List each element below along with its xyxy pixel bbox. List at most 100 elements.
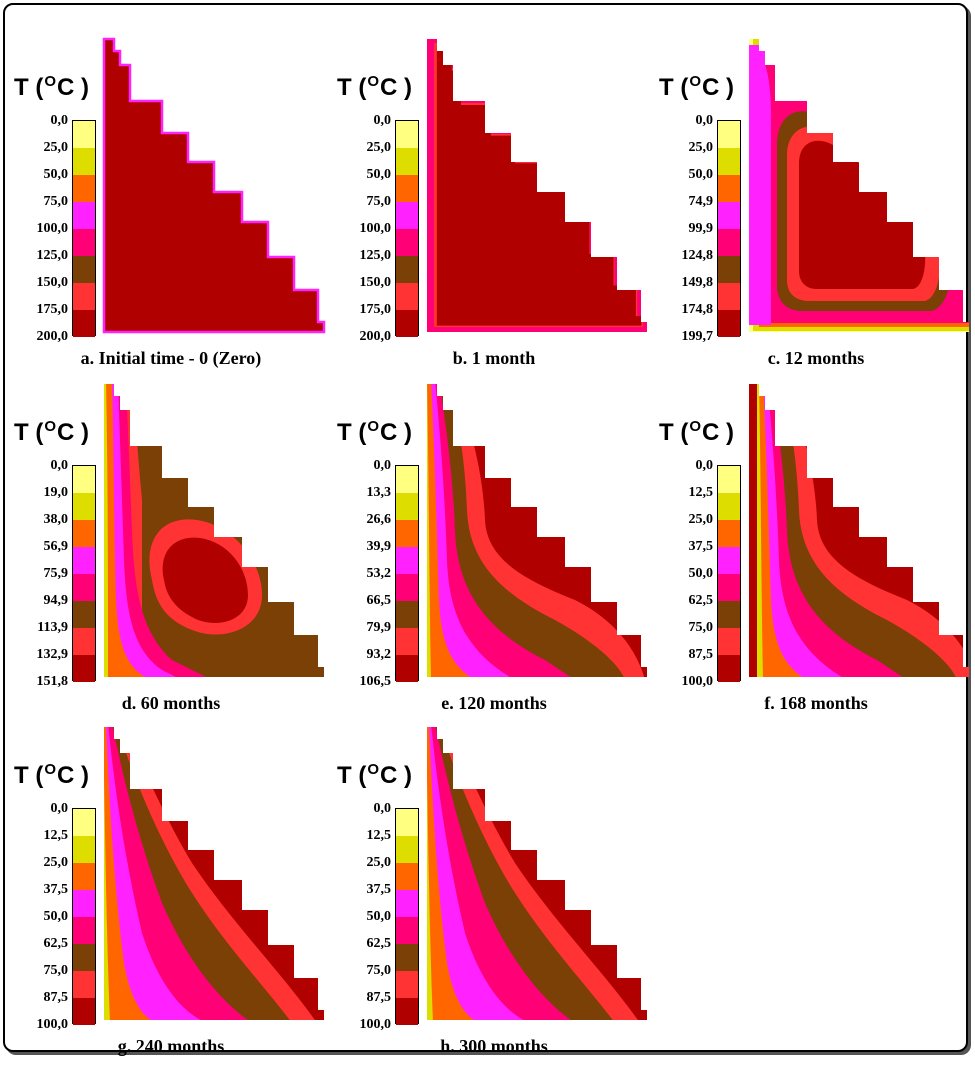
legend-tick-label: 87,5	[366, 990, 392, 1005]
legend-tick-label: 37,5	[688, 539, 714, 554]
isotherm-band-3	[104, 384, 212, 677]
color-legend	[395, 808, 419, 1025]
legend-swatch	[73, 121, 95, 148]
temperature-contour-plot	[427, 727, 647, 1020]
legend-tick-label: 124,8	[681, 248, 714, 263]
legend-tick-label: 100,0	[681, 674, 714, 689]
isotherm-band-5	[104, 727, 157, 1020]
temperature-contour-plot	[104, 384, 324, 677]
legend-swatch	[73, 655, 95, 682]
legend-tick-label: 13,3	[366, 485, 392, 500]
isotherm-band-3	[757, 384, 907, 677]
isotherm-band-4	[427, 727, 530, 1020]
hot-core	[436, 45, 642, 326]
legend-tick-label: 125,0	[36, 248, 69, 263]
legend-tick-label: 50,0	[688, 167, 714, 182]
isotherm-band-6	[757, 384, 763, 677]
contour-panel: T (OC ) 0,0 25,0 50,0 74,9 99,9 124,8 149,8 174,…	[655, 35, 975, 380]
isotherm-band-7	[799, 140, 926, 289]
color-legend	[717, 120, 741, 337]
legend-tick-label: 62,5	[366, 936, 392, 951]
isotherm-band-4	[757, 384, 847, 677]
legend-swatch	[396, 175, 418, 202]
unit-suffix: C )	[380, 419, 412, 446]
legend-tick-label: 100,0	[359, 1017, 392, 1032]
legend-tick-label: 0,0	[373, 113, 392, 128]
legend-swatch	[718, 655, 740, 682]
isotherm-band-4	[427, 384, 515, 677]
legend-tick-label: 50,0	[688, 566, 714, 581]
temperature-contour-plot	[427, 39, 647, 332]
color-legend	[72, 120, 96, 337]
legend-swatch	[396, 998, 418, 1025]
legend-swatch	[396, 520, 418, 547]
degree-superscript: O	[44, 73, 56, 90]
legend-tick-label: 87,5	[688, 647, 714, 662]
contour-panel: T (OC ) 0,0 12,5 25,0 37,5 50,0 62,5 75,0 87,5 10…	[10, 723, 332, 1068]
contour-panel: T (OC ) 0,0 13,3 26,6 39,9 53,2 66,5 79,9 93,2 10…	[333, 380, 655, 725]
legend-tick-label: 175,0	[36, 302, 69, 317]
legend-swatch	[73, 493, 95, 520]
legend-swatch	[718, 229, 740, 256]
legend-tick-label: 0,0	[373, 801, 392, 816]
degree-superscript: O	[44, 418, 56, 435]
legend-tick-label: 106,5	[359, 674, 392, 689]
panel-caption: e. 120 months	[441, 693, 547, 713]
legend-tick-label: 199,7	[681, 329, 714, 344]
unit-prefix: T (	[659, 74, 689, 101]
unit-suffix: C )	[380, 762, 412, 789]
color-legend	[717, 465, 741, 682]
color-legend	[72, 808, 96, 1025]
legend-swatch	[718, 628, 740, 655]
legend-tick-label: 25,0	[43, 855, 69, 870]
contour-panel: T (OC ) 0,0 12,5 25,0 37,5 50,0 62,5 75,0 87,5 10…	[333, 723, 655, 1068]
legend-tick-label: 75,9	[43, 566, 69, 581]
degree-superscript: O	[44, 761, 56, 778]
legend-tick-label: 74,9	[688, 194, 714, 209]
legend-tick-label: 93,2	[366, 647, 392, 662]
legend-tick-label: 0,0	[695, 113, 714, 128]
legend-swatch	[396, 890, 418, 917]
legend-tick-label: 0,0	[50, 458, 69, 473]
color-legend	[395, 465, 419, 682]
legend-tick-label: 0,0	[695, 458, 714, 473]
isotherm-band-4	[749, 45, 771, 325]
isotherm-band-8	[162, 537, 248, 623]
legend-tick-label: 37,5	[43, 882, 69, 897]
isotherm-band-6	[104, 384, 108, 677]
legend-swatch	[396, 655, 418, 682]
unit-suffix: C )	[380, 74, 412, 101]
legend-tick-label: 200,0	[36, 329, 69, 344]
legend-tick-label: 200,0	[359, 329, 392, 344]
legend-swatch	[73, 202, 95, 229]
isotherm-band-5	[757, 384, 807, 677]
legend-swatch	[396, 121, 418, 148]
degree-superscript: O	[367, 73, 379, 90]
isotherm-band-5	[427, 384, 475, 677]
legend-tick-label: 38,0	[43, 512, 69, 527]
color-legend	[395, 120, 419, 337]
legend-swatch	[73, 574, 95, 601]
isotherm-band-6	[427, 384, 431, 677]
legend-swatch	[73, 466, 95, 493]
temperature-unit-label: T (OC )	[337, 761, 412, 790]
legend-tick-label: 50,0	[366, 909, 392, 924]
legend-tick-label: 39,9	[366, 539, 392, 554]
contour-panel: T (OC ) 0,0 12,5 25,0 37,5 50,0 62,5 75,0 87,5 10…	[655, 380, 975, 725]
legend-tick-label: 174,8	[681, 302, 714, 317]
legend-tick-label: 125,0	[359, 248, 392, 263]
unit-prefix: T (	[14, 419, 44, 446]
legend-tick-label: 50,0	[43, 167, 69, 182]
legend-swatch	[73, 944, 95, 971]
legend-swatch	[396, 917, 418, 944]
legend-tick-label: 100,0	[36, 221, 69, 236]
legend-swatch	[73, 971, 95, 998]
contour-panel: T (OC ) 0,0 19,0 38,0 56,9 75,9 94,9 113,9 132,9…	[10, 380, 332, 725]
panel-caption: b. 1 month	[452, 348, 536, 368]
legend-tick-label: 25,0	[43, 140, 69, 155]
legend-swatch	[396, 148, 418, 175]
legend-tick-label: 75,0	[43, 963, 69, 978]
legend-tick-label: 12,5	[43, 828, 69, 843]
temperature-unit-label: T (OC )	[14, 761, 89, 790]
legend-tick-label: 62,5	[688, 593, 714, 608]
